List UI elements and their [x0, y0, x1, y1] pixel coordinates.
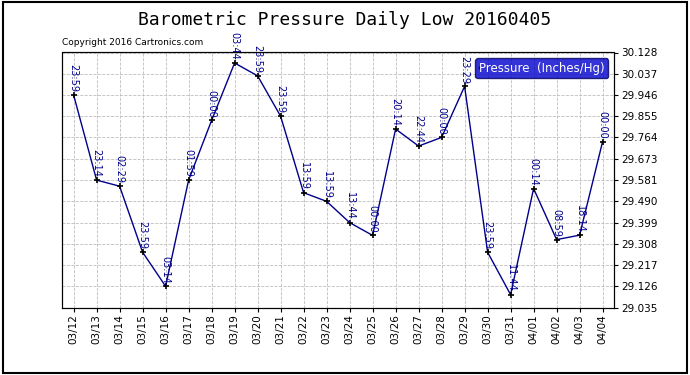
Text: 11:44: 11:44	[506, 264, 515, 292]
Text: 13:59: 13:59	[299, 162, 308, 190]
Text: 03:14: 03:14	[161, 256, 170, 284]
Text: 00:00: 00:00	[206, 90, 217, 118]
Legend: Pressure  (Inches/Hg): Pressure (Inches/Hg)	[475, 58, 608, 78]
Text: 23:59: 23:59	[68, 64, 79, 92]
Text: 23:59: 23:59	[137, 221, 148, 249]
Text: 20:14: 20:14	[391, 98, 401, 126]
Text: 02:29: 02:29	[115, 155, 125, 183]
Text: 00:00: 00:00	[598, 111, 608, 139]
Text: Barometric Pressure Daily Low 20160405: Barometric Pressure Daily Low 20160405	[139, 11, 551, 29]
Text: 00:00: 00:00	[368, 205, 377, 232]
Text: 00:00: 00:00	[437, 107, 446, 135]
Text: 23:29: 23:29	[460, 56, 470, 84]
Text: 22:44: 22:44	[413, 115, 424, 143]
Text: 23:59: 23:59	[275, 86, 286, 113]
Text: 03:44: 03:44	[230, 33, 239, 60]
Text: Copyright 2016 Cartronics.com: Copyright 2016 Cartronics.com	[62, 38, 204, 47]
Text: 00:14: 00:14	[529, 158, 539, 186]
Text: 13:59: 13:59	[322, 171, 332, 199]
Text: 23:59: 23:59	[482, 221, 493, 249]
Text: 13:44: 13:44	[344, 192, 355, 220]
Text: 08:59: 08:59	[551, 209, 562, 237]
Text: 23:59: 23:59	[253, 45, 263, 73]
Text: 01:59: 01:59	[184, 150, 194, 177]
Text: 18:14: 18:14	[575, 205, 584, 232]
Text: 23:14: 23:14	[92, 150, 101, 177]
